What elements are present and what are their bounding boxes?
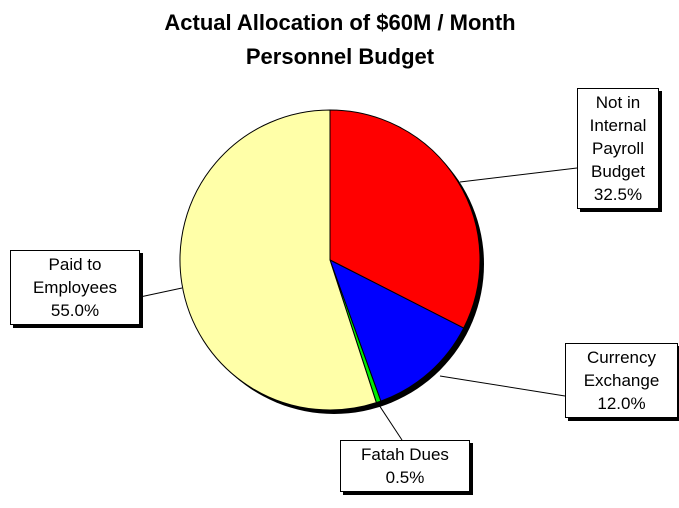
pie-slice <box>329 258 465 402</box>
chart-title: Actual Allocation of $60M / Month Person… <box>164 10 516 69</box>
slice-label: Not in Internal Payroll Budget 32.5% <box>577 88 659 209</box>
slice-name: Paid to Employees <box>32 255 118 297</box>
slice-value: 0.5% <box>385 468 425 487</box>
slice-label: Currency Exchange 12.0% <box>565 343 678 418</box>
leader-line <box>139 287 183 298</box>
slice-value: 55.0% <box>50 301 100 320</box>
leader-line <box>378 404 403 441</box>
slice-label: Fatah Dues 0.5% <box>340 440 470 492</box>
pie-slice <box>179 109 377 411</box>
slice-label: Paid to Employees 55.0% <box>10 250 140 325</box>
leader-line <box>439 375 566 397</box>
slice-name: Currency Exchange <box>583 348 660 390</box>
slice-name: Fatah Dues <box>361 445 449 464</box>
pie-slice <box>329 109 481 329</box>
slice-name: Not in Internal Payroll Budget <box>589 93 647 181</box>
slice-value: 32.5% <box>593 185 643 204</box>
slice-value: 12.0% <box>597 394 646 413</box>
leader-line <box>459 167 578 183</box>
